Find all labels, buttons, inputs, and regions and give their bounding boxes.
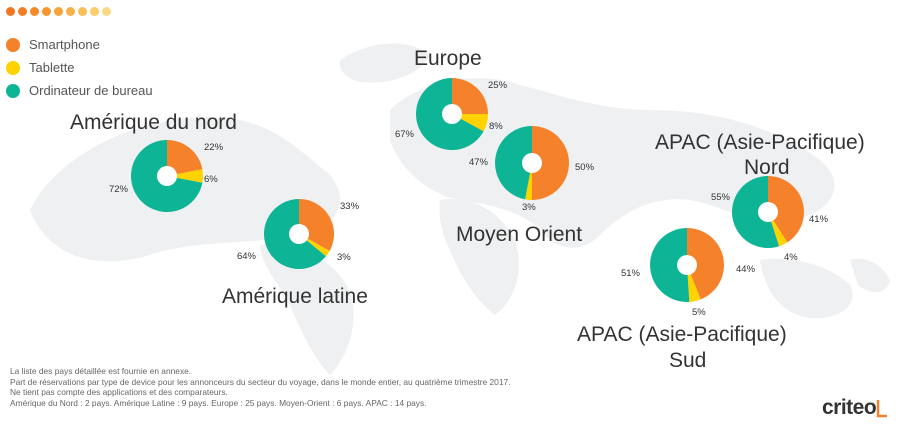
legend-item-desktop: Ordinateur de bureau — [6, 79, 153, 102]
pie-chart — [495, 126, 569, 200]
pie-label-tablet: 5% — [692, 307, 706, 318]
region-title-apac-south-line1: APAC (Asie-Pacifique) — [577, 323, 787, 346]
pie-label-smartphone: 50% — [575, 162, 595, 173]
pie-label-tablet: 8% — [489, 121, 503, 132]
pie-label-desktop: 51% — [621, 268, 641, 279]
criteo-logo-mark — [876, 400, 887, 418]
pie-label-desktop: 55% — [711, 192, 731, 203]
pie-label-tablet: 3% — [522, 202, 536, 213]
percentage-labels: 22% 6% 72% 33% 3% 64% 25% 8% 67% 50% 3% 47% 41% 4% 55%… — [109, 80, 829, 318]
world-map-background — [30, 43, 890, 375]
map-landmass — [390, 78, 835, 248]
footnotes: La liste des pays détaillée est fournie … — [10, 366, 650, 408]
pie-label-desktop: 67% — [395, 129, 415, 140]
decorative-dot — [78, 7, 87, 16]
legend-label-desktop: Ordinateur de bureau — [29, 83, 153, 98]
pie-label-smartphone: 25% — [488, 80, 508, 91]
decorative-dot — [42, 7, 51, 16]
pie-label-tablet: 6% — [204, 174, 218, 185]
pie-slice-desktop — [732, 176, 780, 248]
pie-label-smartphone: 33% — [340, 201, 360, 212]
pie-slice-desktop — [650, 228, 690, 302]
region-title-latin-america: Amérique latine — [222, 285, 368, 308]
footnote-line: Part de réservations par type de device … — [10, 376, 511, 387]
pie-label-desktop: 47% — [469, 157, 489, 168]
legend-item-smartphone: Smartphone — [6, 33, 153, 56]
pie-slice-smartphone — [687, 228, 724, 300]
criteo-logo: criteo — [822, 396, 877, 419]
pie-charts — [130, 78, 805, 302]
map-landmass — [339, 43, 430, 83]
decorative-dot — [54, 7, 63, 16]
legend-label-smartphone: Smartphone — [29, 37, 100, 52]
pie-slice-smartphone — [167, 140, 203, 176]
region-title-middle-east: Moyen Orient — [456, 223, 583, 246]
pie-hole — [677, 255, 697, 275]
pie-hole — [157, 166, 177, 186]
legend-swatch-desktop — [6, 83, 20, 98]
decorative-dot — [18, 7, 27, 16]
legend-item-tablet: Tablette — [6, 56, 153, 79]
pie-chart — [732, 176, 805, 248]
pie-label-tablet: 4% — [784, 252, 798, 263]
pie-chart — [130, 140, 203, 213]
pie-slice-tablet — [167, 169, 203, 183]
decorative-dots — [6, 7, 111, 19]
decorative-dot — [6, 7, 15, 16]
pie-slice-smartphone — [452, 78, 488, 114]
footnote-line: La liste des pays détaillée est fournie … — [10, 366, 192, 376]
pie-label-desktop: 72% — [109, 184, 129, 195]
legend-label-tablet: Tablette — [29, 60, 75, 75]
pie-hole — [758, 202, 778, 222]
pie-label-desktop: 64% — [237, 251, 257, 262]
map-landmass — [260, 244, 354, 375]
legend-swatch-tablet — [6, 60, 20, 75]
pie-hole — [442, 104, 462, 124]
pie-slice-desktop — [495, 126, 532, 200]
footnote-line: Amérique du Nord : 2 pays. Amérique Lati… — [10, 397, 427, 408]
pie-label-smartphone: 22% — [204, 142, 224, 153]
map-landmass — [760, 258, 853, 319]
pie-slice-smartphone — [768, 176, 805, 243]
legend-swatch-smartphone — [6, 37, 20, 52]
legend: Smartphone Tablette Ordinateur de bureau — [6, 33, 153, 102]
pie-hole — [289, 224, 309, 244]
pie-label-smartphone: 41% — [809, 214, 829, 225]
pie-chart — [416, 78, 488, 151]
pie-label-tablet: 3% — [337, 252, 351, 263]
region-title-north-america: Amérique du nord — [70, 111, 237, 134]
footnote-line: Ne tient pas compte des applications et … — [10, 387, 228, 397]
map-landmass — [850, 258, 890, 293]
pie-label-smartphone: 44% — [736, 264, 756, 275]
pie-chart — [264, 199, 334, 270]
pie-slice-smartphone — [532, 126, 569, 200]
pie-hole — [522, 153, 542, 173]
region-title-apac-north-line1: APAC (Asie-Pacifique) — [655, 131, 865, 154]
region-title-apac-north-line2: Nord — [744, 156, 790, 179]
region-title-europe: Europe — [414, 47, 482, 70]
map-landmass — [439, 199, 519, 315]
decorative-dot — [102, 7, 111, 16]
decorative-dot — [90, 7, 99, 16]
decorative-dot — [30, 7, 39, 16]
pie-chart — [650, 228, 724, 302]
region-title-apac-south-line2: Sud — [669, 349, 707, 372]
decorative-dot — [66, 7, 75, 16]
